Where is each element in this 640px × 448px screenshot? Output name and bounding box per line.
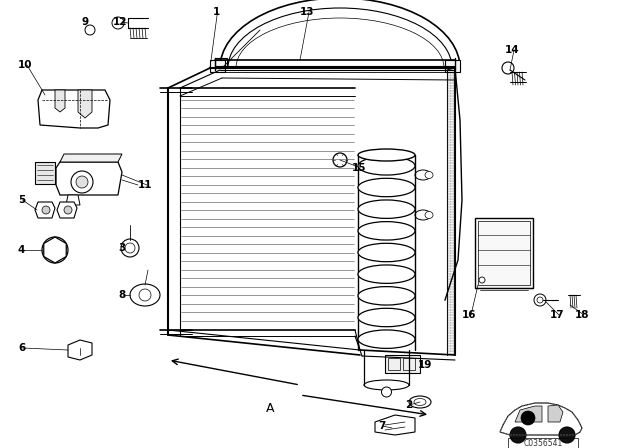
Polygon shape xyxy=(68,340,92,360)
Ellipse shape xyxy=(414,399,426,405)
Bar xyxy=(385,355,420,373)
Circle shape xyxy=(139,289,151,301)
Text: 15: 15 xyxy=(352,163,367,173)
Polygon shape xyxy=(56,162,122,195)
Text: 1: 1 xyxy=(213,7,220,17)
Ellipse shape xyxy=(358,308,415,327)
Text: 6: 6 xyxy=(18,343,25,353)
Ellipse shape xyxy=(358,200,415,218)
Text: 3: 3 xyxy=(118,243,125,253)
Circle shape xyxy=(333,153,347,167)
Bar xyxy=(478,221,530,285)
Circle shape xyxy=(85,25,95,35)
Circle shape xyxy=(559,427,575,443)
Text: 19: 19 xyxy=(418,360,433,370)
Polygon shape xyxy=(44,237,67,263)
Ellipse shape xyxy=(364,380,409,390)
Text: 4: 4 xyxy=(18,245,26,255)
Ellipse shape xyxy=(358,222,415,240)
Circle shape xyxy=(42,206,50,214)
Ellipse shape xyxy=(358,157,415,175)
Circle shape xyxy=(47,242,63,258)
Text: A: A xyxy=(266,401,275,414)
Circle shape xyxy=(502,62,514,74)
Ellipse shape xyxy=(415,170,431,180)
Text: 7: 7 xyxy=(378,421,385,431)
Text: 8: 8 xyxy=(118,290,125,300)
Polygon shape xyxy=(375,415,415,435)
Bar xyxy=(388,358,400,370)
Ellipse shape xyxy=(358,178,415,197)
Text: 17: 17 xyxy=(550,310,564,320)
Polygon shape xyxy=(500,403,582,435)
Bar xyxy=(403,358,415,370)
Polygon shape xyxy=(60,154,122,162)
Polygon shape xyxy=(66,195,80,205)
Text: C0356541: C0356541 xyxy=(524,439,563,448)
Text: 18: 18 xyxy=(575,310,589,320)
Circle shape xyxy=(71,171,93,193)
Ellipse shape xyxy=(358,287,415,305)
Circle shape xyxy=(479,277,485,283)
Text: 12: 12 xyxy=(113,17,127,27)
Ellipse shape xyxy=(358,265,415,284)
Circle shape xyxy=(537,297,543,303)
Ellipse shape xyxy=(415,210,431,220)
Text: 14: 14 xyxy=(505,45,520,55)
Circle shape xyxy=(534,294,546,306)
Polygon shape xyxy=(55,90,65,112)
Text: 9: 9 xyxy=(82,17,89,27)
Polygon shape xyxy=(78,90,92,118)
Ellipse shape xyxy=(409,396,431,408)
Bar xyxy=(508,438,578,448)
Ellipse shape xyxy=(358,243,415,262)
Bar xyxy=(215,58,227,68)
Circle shape xyxy=(125,243,135,253)
Polygon shape xyxy=(515,406,542,422)
Ellipse shape xyxy=(425,211,433,219)
Text: 16: 16 xyxy=(462,310,477,320)
Polygon shape xyxy=(38,90,110,128)
Text: 10: 10 xyxy=(18,60,33,70)
Circle shape xyxy=(510,427,526,443)
Ellipse shape xyxy=(358,330,415,349)
Ellipse shape xyxy=(130,284,160,306)
Bar xyxy=(210,60,225,72)
Circle shape xyxy=(76,176,88,188)
Text: 2: 2 xyxy=(405,400,412,410)
Text: 11: 11 xyxy=(138,180,152,190)
Bar xyxy=(475,218,533,288)
Ellipse shape xyxy=(425,172,433,178)
Ellipse shape xyxy=(358,149,415,161)
Polygon shape xyxy=(35,202,55,218)
Bar xyxy=(35,162,55,184)
Circle shape xyxy=(64,206,72,214)
Polygon shape xyxy=(548,405,563,422)
Text: 13: 13 xyxy=(300,7,314,17)
Text: 5: 5 xyxy=(18,195,25,205)
Circle shape xyxy=(381,387,392,397)
Circle shape xyxy=(42,237,68,263)
Polygon shape xyxy=(57,202,77,218)
Circle shape xyxy=(112,17,124,29)
Circle shape xyxy=(121,239,139,257)
Bar xyxy=(445,60,460,72)
Circle shape xyxy=(521,411,535,425)
